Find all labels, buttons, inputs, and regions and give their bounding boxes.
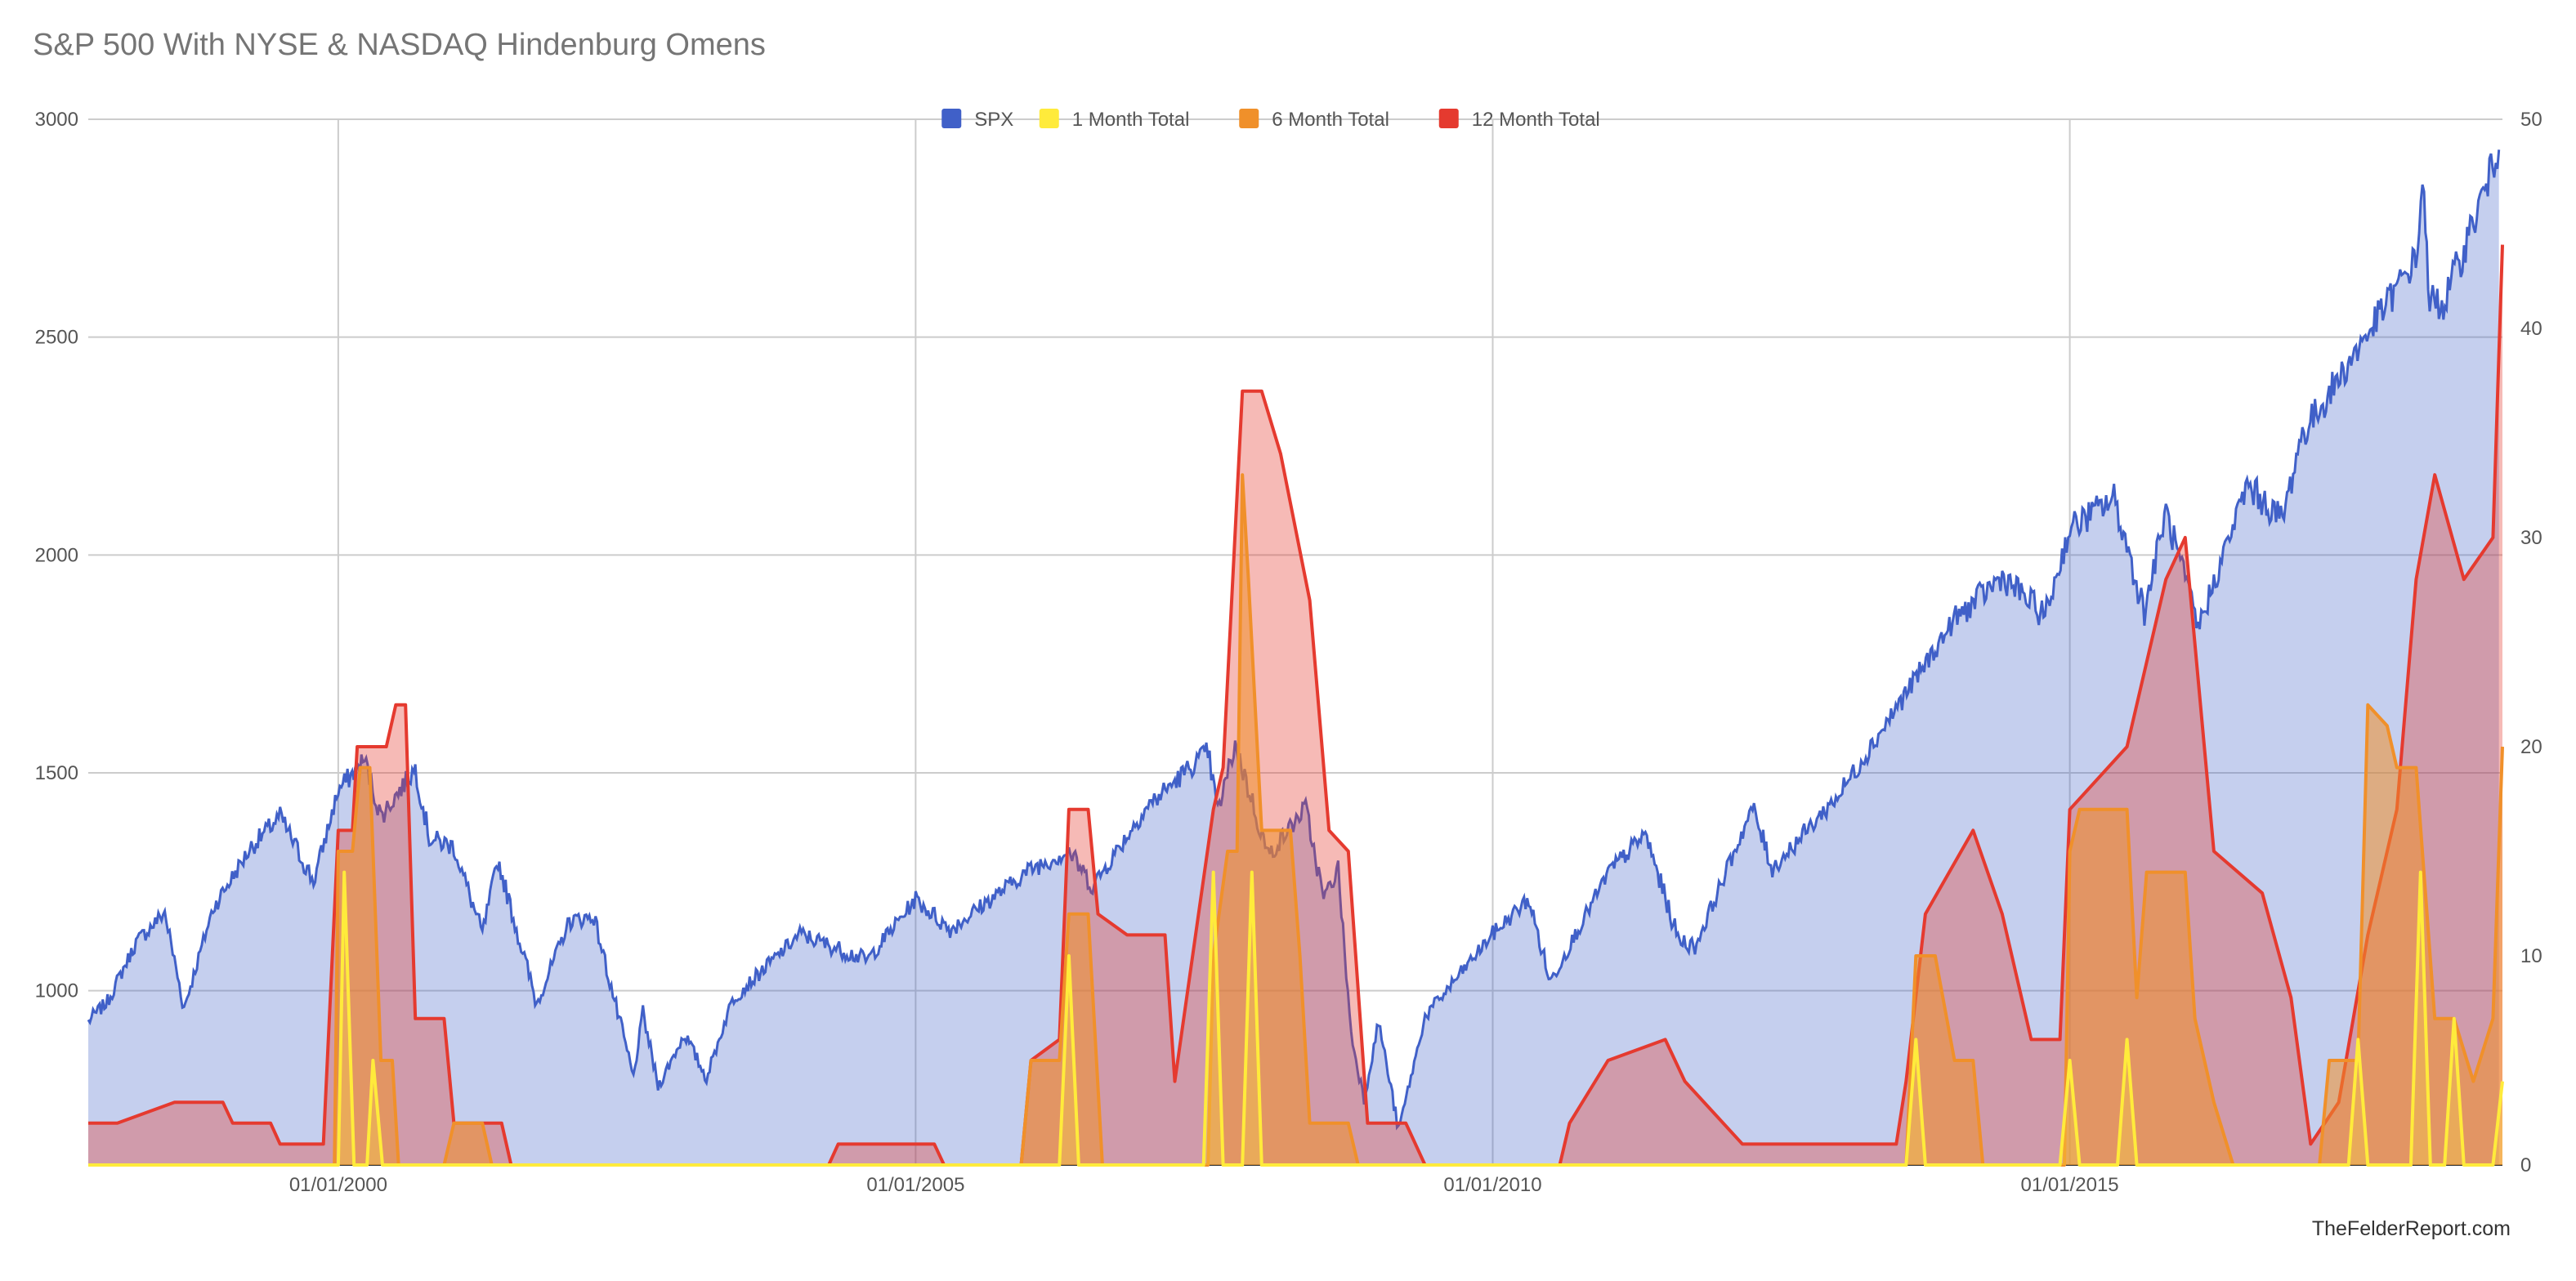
y-right-tick-label: 30 — [2520, 527, 2542, 549]
y-right-tick-label: 20 — [2520, 736, 2542, 758]
x-tick-label: 01/01/2005 — [866, 1174, 964, 1196]
y-left-tick-label: 1500 — [35, 762, 78, 784]
y-right-tick-label: 50 — [2520, 109, 2542, 131]
y-right-tick-label: 0 — [2520, 1154, 2531, 1176]
y-left-tick-label: 2000 — [35, 544, 78, 566]
x-axis: 01/01/2000 01/01/2005 01/01/2010 01/01/2015 — [289, 1174, 2119, 1196]
y-left-tick-label: 2500 — [35, 327, 78, 349]
y-right-tick-label: 10 — [2520, 945, 2542, 967]
legend-label: SPX — [974, 109, 1013, 131]
series-line — [88, 244, 2504, 1167]
y-left-tick-label: 1000 — [35, 980, 78, 1002]
series-spx — [87, 150, 2501, 1165]
series-line — [88, 870, 2504, 1167]
chart-title: S&P 500 With NYSE & NASDAQ Hindenburg Om… — [33, 28, 766, 62]
x-tick-label: 01/01/2015 — [2021, 1174, 2119, 1196]
spx-line — [87, 150, 2501, 1131]
series-12-month-total — [88, 244, 2504, 1167]
source-credit: TheFelderReport.com — [2311, 1217, 2511, 1240]
legend-swatch — [1438, 109, 1459, 128]
series-area — [88, 244, 2502, 1166]
series-area — [88, 475, 2502, 1165]
y-left-tick-label: 3000 — [35, 109, 78, 131]
legend-swatch — [941, 109, 962, 128]
series-1-month-total — [88, 870, 2504, 1167]
y-axis-right: 0 10 20 30 40 50 — [2520, 109, 2542, 1176]
series-line — [88, 473, 2504, 1167]
y-right-tick-label: 40 — [2520, 318, 2542, 340]
legend-label: 6 Month Total — [1272, 109, 1389, 131]
legend-label: 12 Month Total — [1472, 109, 1600, 131]
legend: SPX 1 Month Total 6 Month Total 12 Month To… — [941, 109, 1600, 131]
x-tick-label: 01/01/2000 — [289, 1174, 387, 1196]
spx-area — [88, 150, 2499, 1165]
x-tick-label: 01/01/2010 — [1443, 1174, 1541, 1196]
series-6-month-total — [88, 473, 2504, 1167]
legend-label: 1 Month Total — [1072, 109, 1190, 131]
legend-swatch — [1239, 109, 1259, 128]
legend-swatch — [1039, 109, 1059, 128]
y-axis-left: 1000 1500 2000 2500 3000 — [35, 109, 78, 1002]
